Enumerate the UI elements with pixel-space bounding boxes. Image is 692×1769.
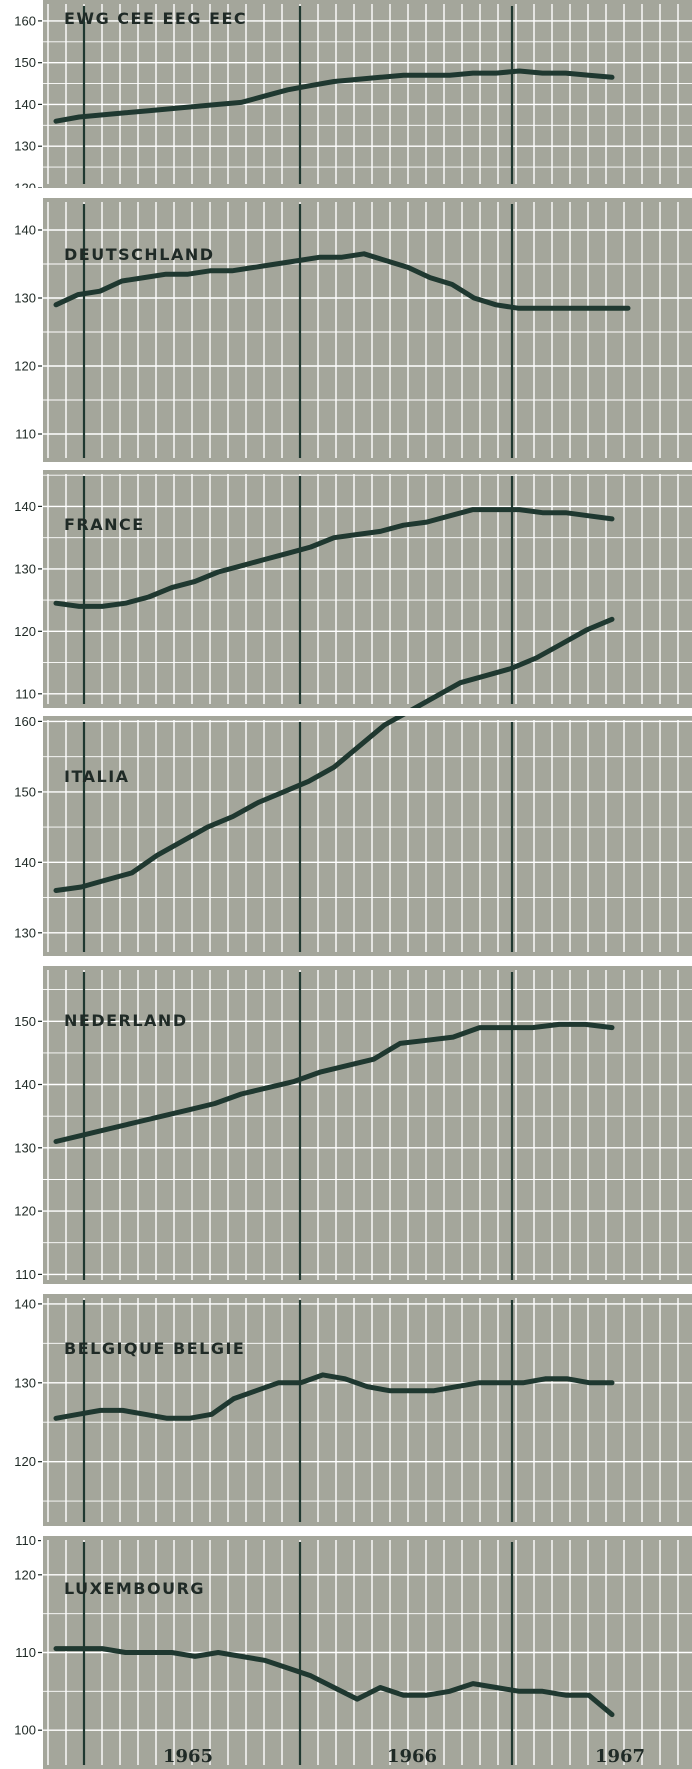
y-tick-label: 130 [14,1140,36,1155]
x-axis-year-labels: 1965 1966 1967 [163,1746,645,1767]
panel-separator [0,462,692,470]
horizontal-gridlines [42,229,692,435]
horizontal-gridlines [42,20,692,168]
y-tick-label: 150 [14,55,36,70]
y-tick-label: 140 [14,223,36,238]
panel-separator [0,956,692,966]
panel-separator [0,708,692,716]
panel-title: BELGIQUE BELGIE [64,1339,245,1358]
panel-deutschland: 110 120 130 140 DEUTSCHLAND [14,198,692,462]
y-tick-label: 160 [14,13,36,28]
panel-title: FRANCE [64,515,145,534]
y-tick-label: 140 [14,1077,36,1092]
panel-title: LUXEMBOURG [64,1579,205,1598]
y-tick-label: 120 [14,1454,36,1469]
y-tick-label: 130 [14,925,36,940]
y-tick-label: 110 [15,1645,36,1660]
panel-belgique-belgie: 110 120 130 140 BELGIQUE BELGIE [14,1294,692,1548]
panel-ewg-cee-eeg-eec: 120130140150160EWG CEE EEG EEC [14,0,692,196]
y-tick-label: 130 [14,291,36,306]
y-tick-label: 140 [14,1296,36,1311]
series-line-france [53,507,615,609]
panel-background [42,966,692,1284]
panel-title: NEDERLAND [64,1011,188,1030]
y-tick-label: 130 [14,1375,36,1390]
series-line-deutschland [53,251,631,311]
panel-title: DEUTSCHLAND [64,245,215,264]
panel-luxembourg: 100 110 120 LUXEMBOURG [14,1536,692,1769]
y-tick-label: 110 [15,1267,36,1282]
panel-background [42,716,692,956]
vertical-gridlines [47,202,679,458]
y-tick-label: 140 [14,499,36,514]
panel-separator [0,188,692,198]
panel-title: EWG CEE EEG EEC [64,9,247,28]
x-tick-label-1966: 1966 [387,1746,437,1767]
series-line-ewg-cee-eeg-eec [53,68,615,124]
y-tick-label: 120 [14,359,36,374]
x-tick-label-1965: 1965 [163,1746,213,1767]
panel-separator [0,1526,692,1536]
x-tick-label-1967: 1967 [595,1746,645,1767]
y-tick-label: 110 [15,686,36,701]
y-tick-label: 120 [14,1567,36,1582]
panel-separator [0,1284,692,1294]
panel-background [42,0,692,188]
panel-separators [0,188,692,1536]
y-tick-label: 140 [14,97,36,112]
panel-italia: 130 140 150 160 ITALIA [14,616,692,956]
y-tick-label: 110 [15,1533,36,1548]
y-tick-label: 150 [14,784,36,799]
panel-background [42,1294,692,1526]
y-tick-label: 130 [14,561,36,576]
panel-background [42,470,692,708]
horizontal-gridlines [42,989,692,1276]
y-tick-label: 160 [14,714,36,729]
y-tick-label: 110 [15,427,36,442]
y-tick-label: 120 [14,624,36,639]
y-tick-label: 130 [14,139,36,154]
series-line-luxembourg [53,1646,615,1718]
series-line-belgique-belgie [53,1372,615,1421]
series-line-nederland [53,1021,615,1144]
series-line-italia [53,616,615,893]
vertical-gridlines [47,1298,679,1522]
vertical-gridlines [47,720,679,952]
panel-nederland: 110 120 130 140 150 NEDERLAND [14,966,692,1284]
panel-background [42,198,692,462]
panel-title: ITALIA [64,767,130,786]
y-tick-label: 140 [14,855,36,870]
y-tick-label: 120 [14,1204,36,1219]
panel-france: 110 120 130 140 FRANCE [14,470,692,708]
horizontal-gridlines [42,1303,692,1502]
y-tick-label: 100 [14,1723,36,1738]
y-tick-label: 150 [14,1014,36,1029]
